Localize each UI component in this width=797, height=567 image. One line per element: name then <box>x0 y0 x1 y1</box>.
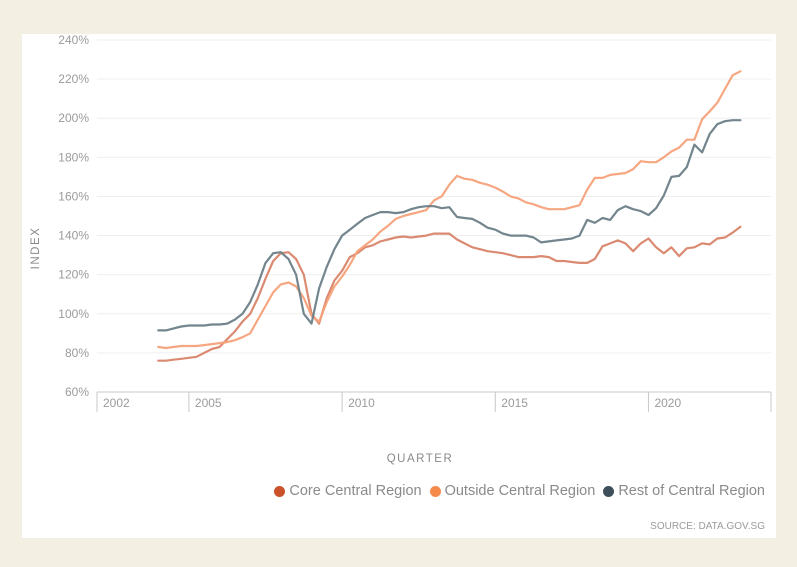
gridlines <box>97 39 771 354</box>
legend-item-outside-central[interactable]: Outside Central Region <box>429 483 596 499</box>
series-line-core-central-region <box>157 225 742 362</box>
x-tick-label: 2002 <box>103 396 130 410</box>
y-tick-label: 160% <box>58 189 89 203</box>
legend: Core Central Region Outside Central Regi… <box>274 483 765 499</box>
x-tick-label: 2015 <box>501 396 528 410</box>
legend-dot-icon <box>429 485 441 497</box>
legend-item-core-central[interactable]: Core Central Region <box>274 483 422 499</box>
y-tick-label: 180% <box>58 150 89 164</box>
x-axis: 2002 2005 2010 2015 2020 <box>96 391 772 412</box>
legend-label: Rest of Central Region <box>618 483 765 499</box>
line-chart: 60% 80% 100% 120% 140% 160% 180% 200% 220% 240% 2… <box>30 34 772 465</box>
y-axis-title: INDEX <box>30 227 42 270</box>
y-tick-label: 60% <box>65 385 89 399</box>
y-tick-label: 80% <box>65 346 89 360</box>
chart-card: 60% 80% 100% 120% 140% 160% 180% 200% 220% 240% 2… <box>22 34 776 538</box>
series-line-rest-of-central-region <box>157 119 742 332</box>
series-lines <box>157 70 742 362</box>
x-tick-label: 2020 <box>654 396 681 410</box>
source-note: SOURCE: DATA.GOV.SG <box>650 521 765 532</box>
x-axis-title: QUARTER <box>387 453 454 465</box>
x-tick-label: 2010 <box>348 396 375 410</box>
y-tick-label: 200% <box>58 111 89 125</box>
series-line-outside-central-region <box>157 70 742 350</box>
y-tick-label: 140% <box>58 229 89 243</box>
y-tick-label: 220% <box>58 72 89 86</box>
legend-dot-icon <box>603 485 615 497</box>
y-tick-label: 120% <box>58 268 89 282</box>
legend-dot-icon <box>274 485 286 497</box>
legend-item-rest-of-central[interactable]: Rest of Central Region <box>603 483 765 499</box>
y-tick-label: 100% <box>58 307 89 321</box>
y-axis-ticks: 60% 80% 100% 120% 140% 160% 180% 200% 220% 240% <box>58 34 89 399</box>
legend-label: Outside Central Region <box>444 483 596 499</box>
x-tick-label: 2005 <box>195 396 222 410</box>
legend-label: Core Central Region <box>289 483 422 499</box>
y-tick-label: 240% <box>58 34 89 47</box>
